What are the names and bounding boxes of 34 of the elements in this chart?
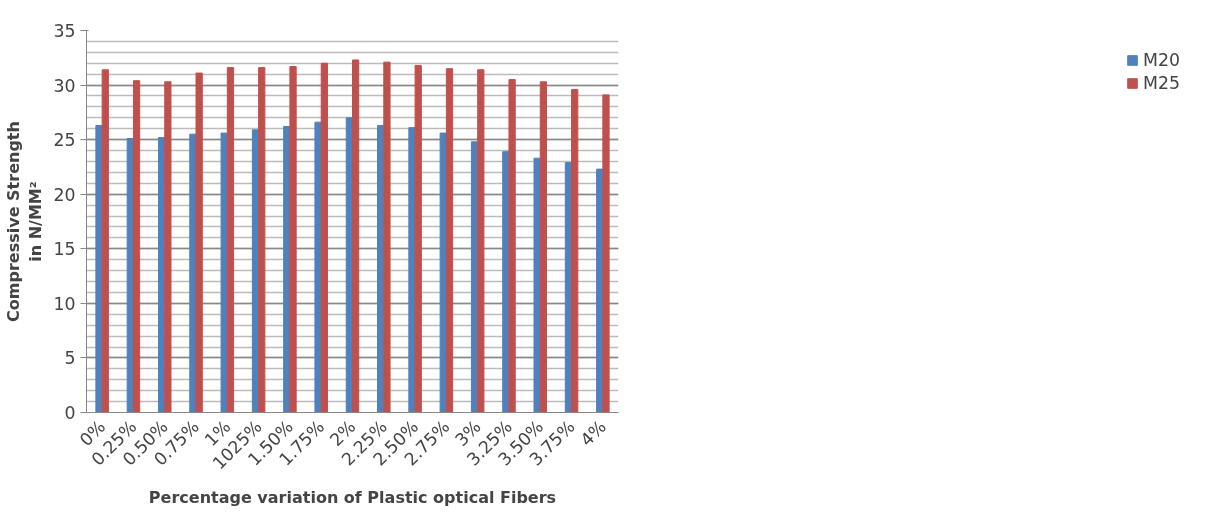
bar bbox=[289, 66, 297, 413]
bar bbox=[226, 67, 235, 413]
y-tick-label: 0 bbox=[64, 403, 76, 423]
bar bbox=[533, 157, 541, 413]
bar bbox=[164, 81, 172, 413]
bar bbox=[414, 64, 422, 413]
bar bbox=[101, 69, 109, 413]
bar bbox=[439, 132, 447, 413]
bar bbox=[132, 80, 141, 413]
bar bbox=[445, 68, 454, 413]
legend-label: M25 bbox=[1143, 73, 1180, 93]
x-axis-title: Percentage variation of Plastic optical Fibers bbox=[148, 488, 557, 508]
bar bbox=[258, 67, 266, 413]
x-tick-label: 4% bbox=[576, 416, 610, 450]
bar bbox=[539, 81, 548, 413]
y-tick-label: 30 bbox=[53, 75, 76, 96]
y-tick-label: 25 bbox=[53, 130, 76, 151]
bar bbox=[508, 79, 516, 413]
bar bbox=[602, 94, 610, 413]
y-tick-label: 5 bbox=[64, 348, 76, 369]
y-tick-label: 10 bbox=[53, 293, 76, 314]
legend-label: M20 bbox=[1143, 50, 1180, 70]
bar bbox=[477, 69, 485, 413]
bar bbox=[314, 121, 322, 413]
bar bbox=[220, 132, 228, 413]
y-tick-label: 35 bbox=[53, 21, 76, 41]
bar bbox=[320, 62, 328, 413]
bar bbox=[571, 88, 579, 413]
bar bbox=[383, 61, 391, 413]
y-tick-label: 20 bbox=[53, 184, 76, 205]
bar bbox=[195, 72, 203, 413]
bar bbox=[352, 59, 360, 413]
y-axis-title: Compressive Strength in N/MM² bbox=[3, 121, 46, 322]
y-tick-label: 15 bbox=[53, 239, 76, 260]
